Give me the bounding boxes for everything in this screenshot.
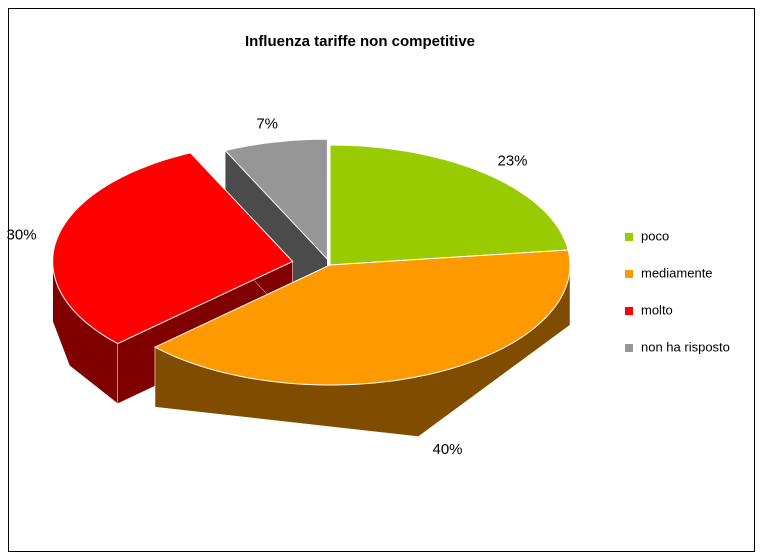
legend-label: mediamente	[641, 265, 713, 280]
data-label: 23%	[498, 152, 528, 169]
slice	[52, 152, 294, 345]
legend-label: molto	[641, 302, 673, 317]
slice	[224, 138, 328, 261]
legend-swatch	[625, 344, 633, 352]
legend-swatch	[625, 233, 633, 241]
slice	[329, 144, 569, 266]
data-label: 40%	[432, 441, 462, 458]
data-label: 7%	[256, 115, 278, 132]
legend-label: non ha risposto	[641, 339, 730, 354]
slice	[153, 249, 571, 386]
chart-title: Influenza tariffe non competitive	[245, 33, 475, 50]
legend-swatch	[625, 307, 633, 315]
legend-label: poco	[641, 228, 669, 243]
data-label: 30%	[7, 227, 37, 244]
pie	[52, 138, 571, 437]
legend-swatch	[625, 270, 633, 278]
